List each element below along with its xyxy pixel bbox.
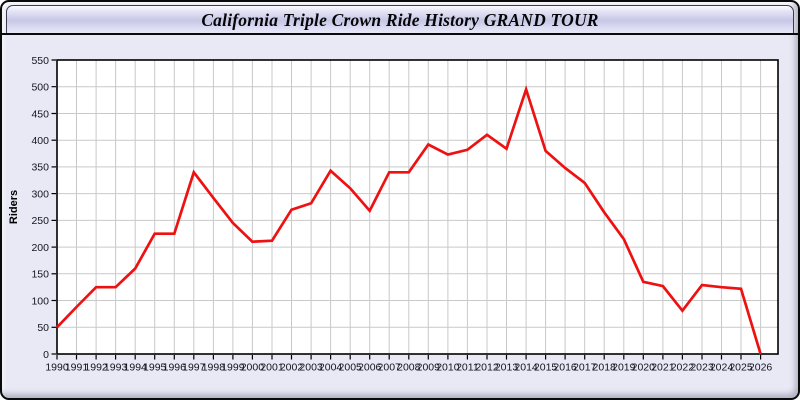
svg-text:2008: 2008 (397, 362, 421, 374)
chart-title: California Triple Crown Ride History GRA… (201, 9, 599, 30)
svg-text:1999: 1999 (221, 362, 245, 374)
x-axis-labels: 1990199119921993199419951996199719981999… (45, 362, 772, 374)
svg-text:2014: 2014 (514, 362, 538, 374)
svg-text:2006: 2006 (358, 362, 382, 374)
plot-background (57, 60, 778, 354)
svg-text:2013: 2013 (495, 362, 519, 374)
svg-text:300: 300 (31, 188, 49, 200)
svg-text:2022: 2022 (671, 362, 695, 374)
svg-text:150: 150 (31, 269, 49, 281)
plot-frame (56, 59, 779, 355)
svg-text:2003: 2003 (299, 362, 323, 374)
svg-text:2004: 2004 (319, 362, 343, 374)
svg-text:1992: 1992 (84, 362, 108, 374)
svg-text:2024: 2024 (710, 362, 734, 374)
svg-text:1994: 1994 (124, 362, 148, 374)
svg-text:2009: 2009 (417, 362, 441, 374)
riders-axis-title: Riders (8, 190, 20, 224)
svg-text:1995: 1995 (143, 362, 167, 374)
svg-text:500: 500 (31, 82, 49, 94)
svg-text:550: 550 (31, 55, 49, 67)
svg-text:1996: 1996 (163, 362, 187, 374)
svg-text:2015: 2015 (534, 362, 558, 374)
svg-text:2001: 2001 (260, 362, 284, 374)
svg-text:2007: 2007 (378, 362, 402, 374)
svg-text:2016: 2016 (553, 362, 577, 374)
svg-text:2020: 2020 (632, 362, 656, 374)
svg-text:250: 250 (31, 215, 49, 227)
svg-text:1990: 1990 (45, 362, 69, 374)
svg-text:2018: 2018 (593, 362, 617, 374)
svg-text:2005: 2005 (339, 362, 363, 374)
svg-text:1993: 1993 (104, 362, 128, 374)
svg-text:1991: 1991 (65, 362, 89, 374)
svg-text:2025: 2025 (729, 362, 753, 374)
svg-text:2000: 2000 (241, 362, 265, 374)
svg-text:2002: 2002 (280, 362, 304, 374)
svg-text:2017: 2017 (573, 362, 597, 374)
svg-text:2026: 2026 (749, 362, 773, 374)
ride-history-line (56, 85, 762, 355)
svg-text:1998: 1998 (202, 362, 226, 374)
svg-text:200: 200 (31, 242, 49, 254)
svg-text:400: 400 (31, 135, 49, 147)
svg-text:2011: 2011 (456, 362, 479, 374)
svg-text:450: 450 (31, 108, 49, 120)
chart-panel: 1990 1991 1992 1993 1994 1995 1996 1997 1998 1999… (2, 42, 798, 398)
svg-text:2023: 2023 (690, 362, 714, 374)
svg-text:2012: 2012 (475, 362, 499, 374)
y-axis-labels: 0 50 100 150 200 250 300 350 400 450 500 550 (31, 55, 49, 361)
axis-ticks (51, 59, 762, 360)
svg-text:1997: 1997 (182, 362, 206, 374)
svg-text:350: 350 (31, 162, 49, 174)
svg-text:2010: 2010 (436, 362, 460, 374)
svg-text:100: 100 (31, 295, 49, 307)
title-bar: California Triple Crown Ride History GRA… (6, 5, 794, 34)
svg-text:0: 0 (43, 349, 49, 361)
svg-text:2019: 2019 (612, 362, 636, 374)
svg-text:50: 50 (37, 322, 49, 334)
chart-svg: 1990199119921993199419951996199719981999… (8, 55, 779, 374)
svg-text:2021: 2021 (651, 362, 675, 374)
title-divider (2, 33, 798, 35)
